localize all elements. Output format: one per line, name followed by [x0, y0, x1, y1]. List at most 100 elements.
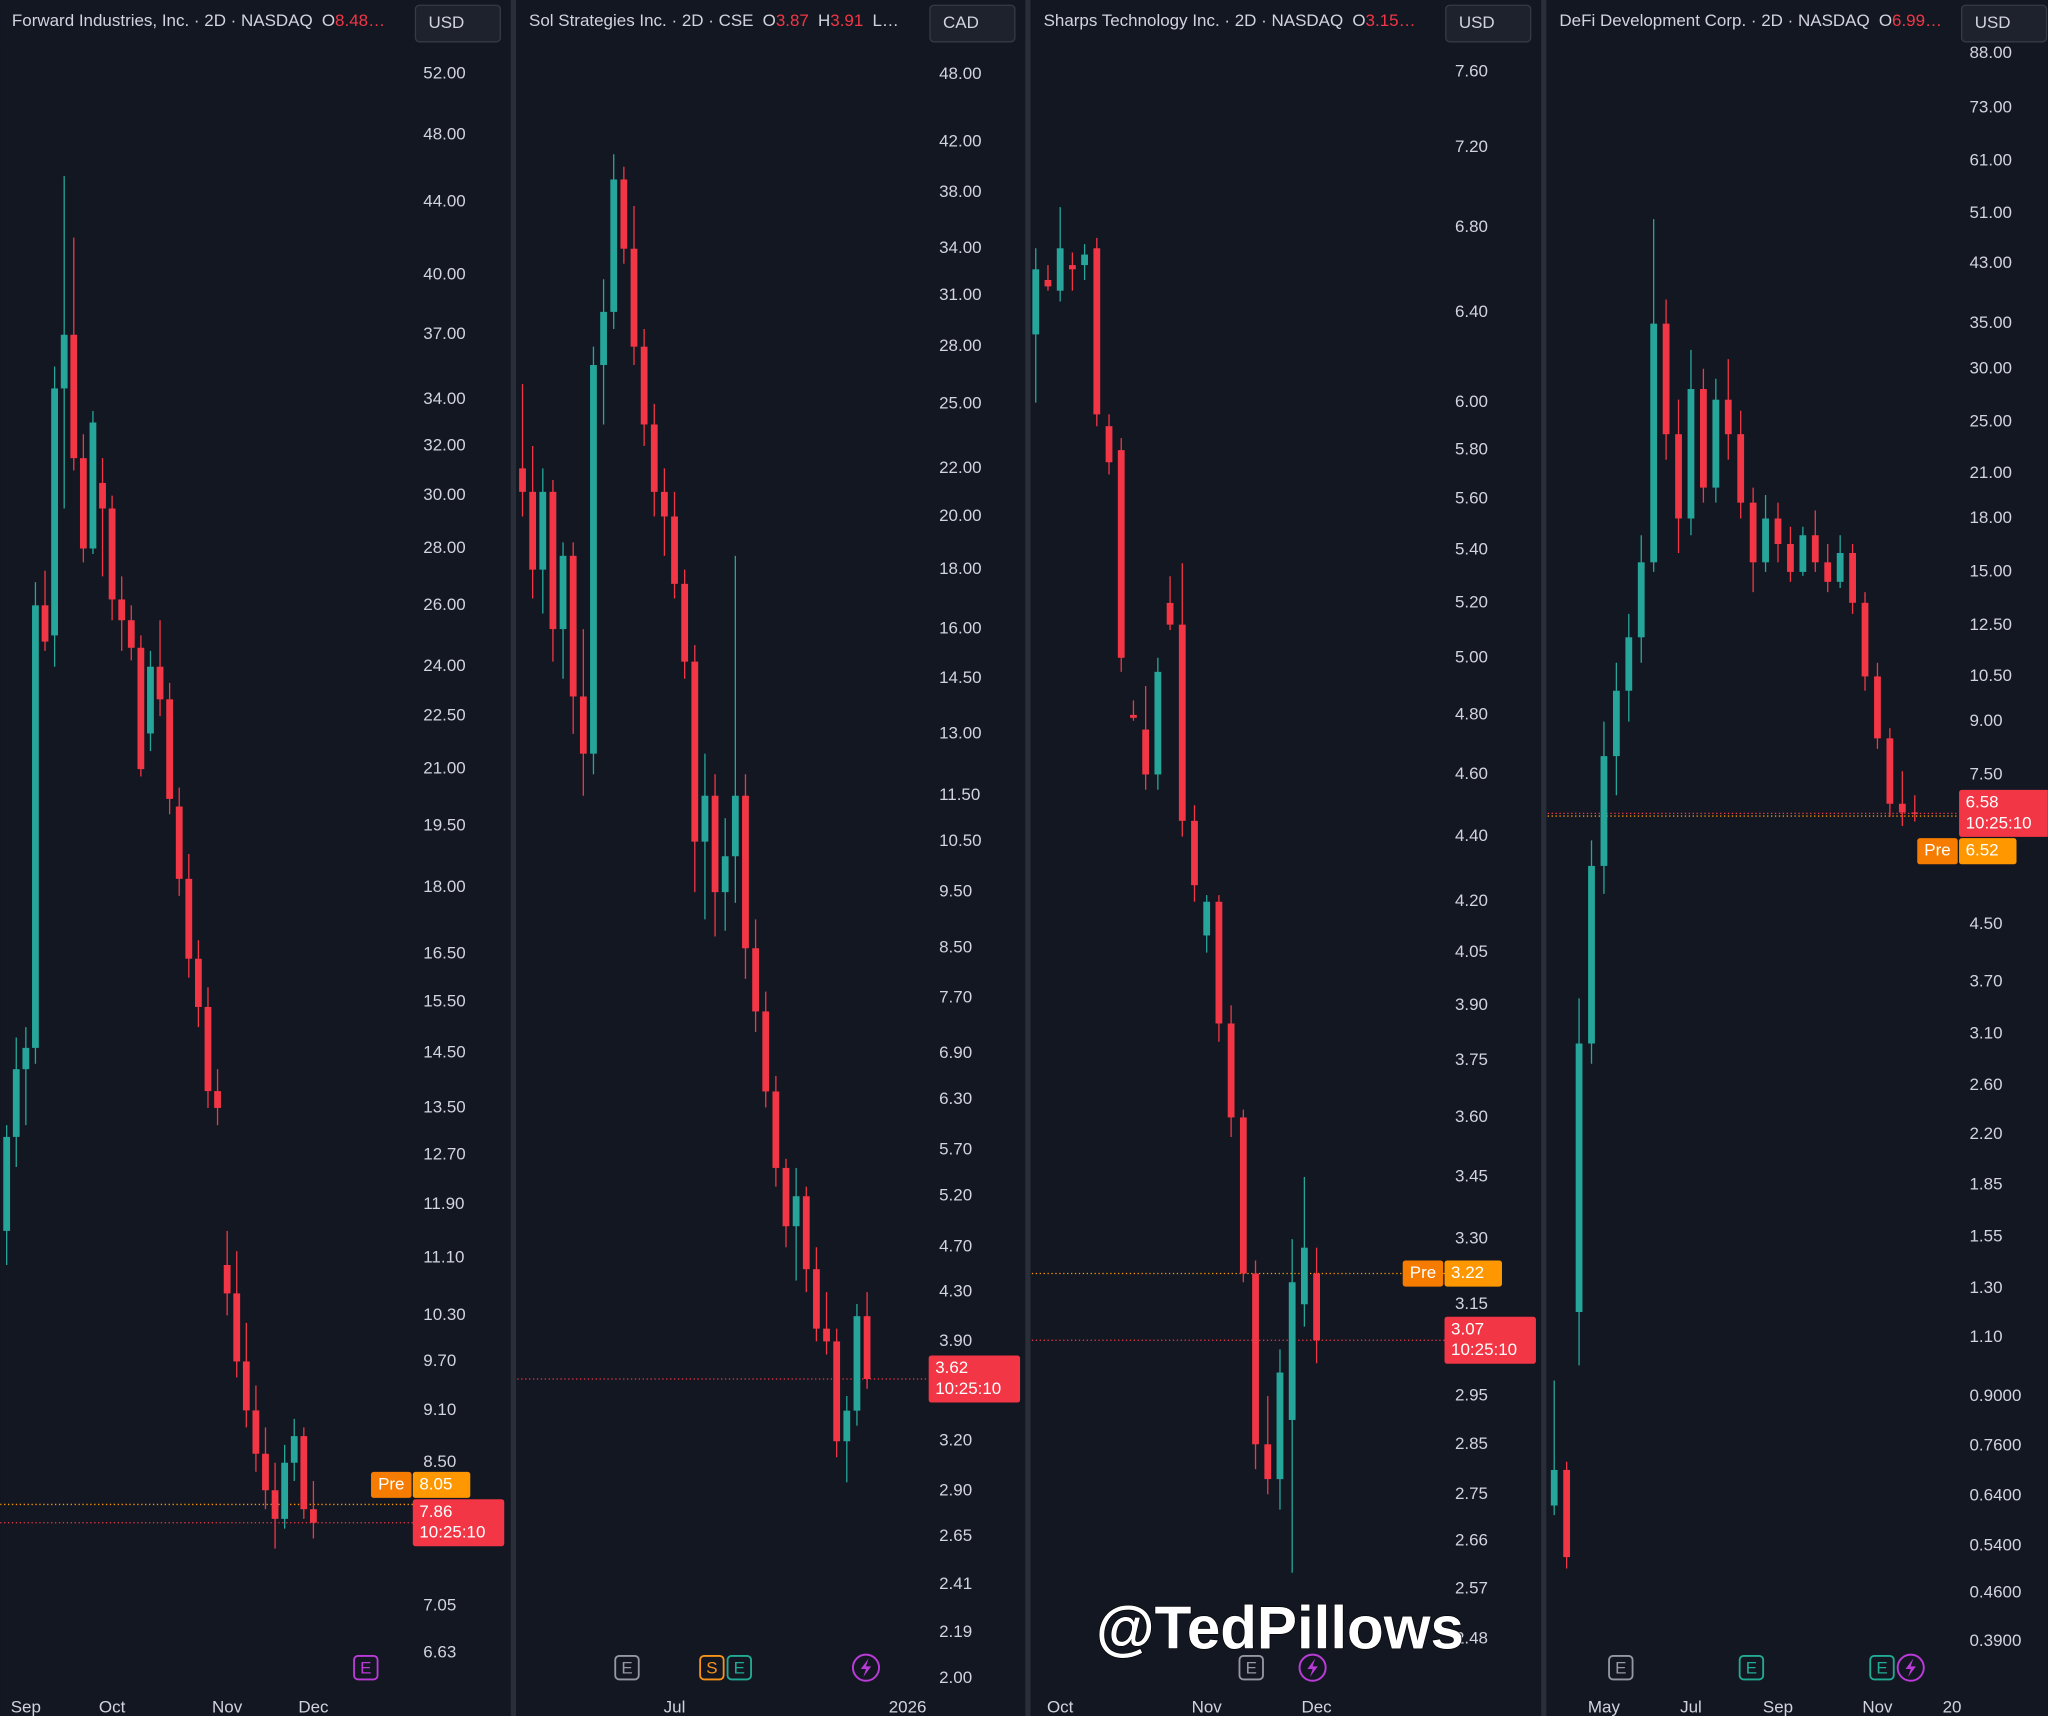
ohlc-value: 3.91: [830, 12, 863, 31]
candle-body: [1787, 543, 1794, 572]
chart-panel: 52.00 48.00 44.00 40.00 37.00 34.00 32.00 30.00…: [0, 2, 505, 1716]
y-tick-label: 3.15: [1455, 1294, 1488, 1313]
event-label: S: [706, 1658, 717, 1677]
candle-body: [32, 605, 39, 1048]
pre-value-tag: [1444, 1260, 1502, 1287]
y-tick-label: 34.00: [939, 238, 981, 257]
y-tick-label: 38.00: [939, 182, 981, 201]
y-tick-label: 73.00: [1969, 98, 2011, 117]
y-tick-label: 7.70: [939, 988, 972, 1007]
pre-label-tag: [1917, 838, 1958, 865]
y-tick-label: 13.50: [423, 1097, 465, 1116]
y-tick-label: 3.20: [939, 1431, 972, 1450]
y-tick-label: 5.00: [1455, 647, 1488, 666]
y-tick-label: 2.66: [1455, 1530, 1488, 1549]
pre-value-tag: [1959, 838, 2017, 865]
candle-body: [1056, 248, 1064, 291]
event-label: E: [1246, 1658, 1257, 1677]
candle-body: [175, 806, 183, 879]
chart-header: Sol Strategies Inc. · 2D · CSE O3.87 H3.91…: [529, 12, 899, 31]
candle-body: [185, 878, 193, 959]
y-tick-label: 18.00: [939, 559, 981, 578]
candle-body: [1191, 820, 1198, 886]
ohlc-key: H: [818, 12, 830, 31]
y-tick-label: 8.50: [939, 938, 972, 957]
candle-body: [1724, 399, 1732, 435]
y-tick-label: 4.05: [1455, 942, 1488, 961]
candle-body: [813, 1269, 820, 1329]
event-label: E: [360, 1658, 371, 1677]
y-tick-label: 21.00: [423, 759, 465, 778]
pre-label: Pre: [378, 1474, 404, 1493]
y-tick-label: 37.00: [423, 324, 465, 343]
panel-separator: [1541, 0, 1547, 1716]
y-tick-label: 18.00: [1969, 508, 2011, 527]
candle-body: [223, 1264, 231, 1294]
y-tick-label: 2.00: [939, 1668, 972, 1687]
candle-body: [1836, 553, 1844, 582]
y-tick-label: 21.00: [1969, 463, 2011, 482]
ohlc-value: 6.99…: [1892, 12, 1942, 31]
event-marker: [353, 1655, 379, 1681]
candle-body: [823, 1328, 830, 1342]
candle-body: [1166, 602, 1174, 625]
candle-body: [89, 422, 97, 549]
y-tick-label: 2.95: [1455, 1386, 1488, 1405]
candle-body: [802, 1196, 810, 1270]
y-tick-label: 5.60: [1455, 489, 1488, 508]
y-tick-label: 2.48: [1455, 1628, 1488, 1647]
currency-box: [1961, 4, 2048, 43]
last-price-label: 3.62: [935, 1358, 968, 1377]
y-tick-label: 11.90: [423, 1194, 464, 1213]
y-tick-label: 2.60: [1969, 1075, 2002, 1094]
y-tick-label: 28.00: [423, 538, 465, 557]
y-tick-label: 5.70: [939, 1139, 972, 1158]
candle-body: [1799, 535, 1807, 572]
event-label: E: [1876, 1658, 1887, 1677]
ohlc-key: L…: [872, 12, 898, 31]
x-tick-label: Oct: [99, 1698, 126, 1716]
candle-body: [529, 491, 537, 570]
y-tick-label: 7.05: [423, 1596, 456, 1615]
candle-body: [661, 491, 668, 517]
candle-body: [1612, 690, 1620, 757]
event-label: E: [734, 1658, 745, 1677]
y-tick-label: 31.00: [939, 285, 981, 304]
candle-body: [782, 1167, 790, 1227]
y-tick-label: 13.00: [939, 723, 981, 742]
candle-body: [1068, 265, 1076, 270]
y-tick-label: 25.00: [939, 393, 981, 412]
dividend-icon: [1298, 1653, 1327, 1682]
pre-label: Pre: [1924, 841, 1950, 860]
ohlc-key: O: [1352, 12, 1365, 31]
candle-body: [519, 468, 526, 492]
y-tick-label: 48.00: [423, 125, 465, 144]
candle-body: [1130, 714, 1137, 718]
candle-body: [833, 1341, 841, 1442]
y-tick-label: 48.00: [939, 64, 981, 83]
candle-body: [118, 599, 126, 621]
y-tick-label: 4.40: [1455, 826, 1488, 845]
candle-body: [1700, 389, 1707, 488]
candle-body: [1215, 901, 1223, 1024]
x-tick-label: Nov: [212, 1698, 243, 1716]
candle-body: [671, 516, 678, 584]
candle-body: [630, 248, 638, 347]
candle-body: [1874, 676, 1881, 739]
candle-body: [1737, 434, 1745, 503]
candle-body: [711, 795, 719, 893]
currency-box: [1445, 4, 1532, 43]
candle-body: [843, 1410, 851, 1442]
candle-body: [156, 666, 164, 700]
x-tick-label: May: [1588, 1698, 1621, 1716]
candle-body: [22, 1047, 30, 1070]
candle-body: [1762, 518, 1769, 563]
candle-body: [127, 620, 135, 648]
y-tick-label: 6.63: [423, 1643, 456, 1662]
last-price-label: 6.58: [1966, 792, 1999, 811]
ohlc-value: 3.87: [776, 12, 809, 31]
y-tick-label: 15.50: [423, 991, 465, 1010]
y-tick-label: 1.30: [1969, 1278, 2002, 1297]
